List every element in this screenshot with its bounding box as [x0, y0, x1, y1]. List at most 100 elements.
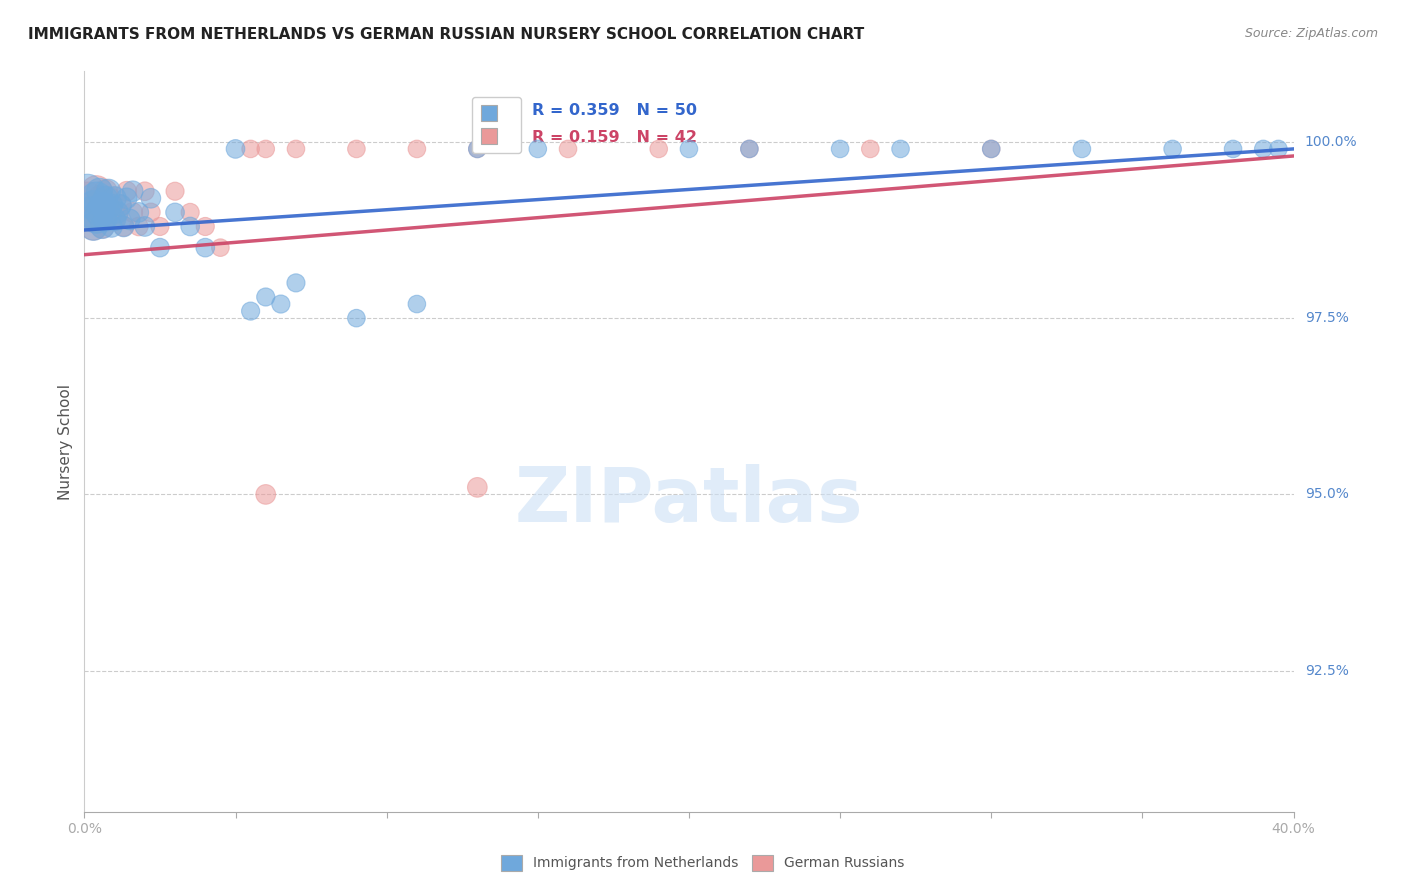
- Point: [91, 198, 114, 212]
- Point: [91, 219, 114, 234]
- Text: Source: ZipAtlas.com: Source: ZipAtlas.com: [1244, 27, 1378, 40]
- Point: [104, 212, 127, 227]
- Point: [225, 142, 247, 156]
- Point: [859, 142, 882, 156]
- Text: R = 0.359   N = 50: R = 0.359 N = 50: [531, 103, 697, 118]
- Point: [648, 142, 671, 156]
- Point: [980, 142, 1002, 156]
- Point: [738, 142, 761, 156]
- Point: [82, 198, 104, 212]
- Point: [239, 304, 262, 318]
- Point: [121, 184, 143, 198]
- Point: [179, 205, 201, 219]
- Point: [254, 142, 277, 156]
- Point: [100, 198, 122, 212]
- Point: [406, 142, 429, 156]
- Point: [270, 297, 292, 311]
- Point: [346, 142, 368, 156]
- Point: [91, 198, 114, 212]
- Text: IMMIGRANTS FROM NETHERLANDS VS GERMAN RUSSIAN NURSERY SCHOOL CORRELATION CHART: IMMIGRANTS FROM NETHERLANDS VS GERMAN RU…: [28, 27, 865, 42]
- Point: [110, 198, 132, 212]
- Point: [467, 142, 489, 156]
- Point: [165, 205, 187, 219]
- Point: [467, 142, 489, 156]
- Point: [254, 487, 277, 501]
- Point: [1161, 142, 1184, 156]
- Point: [738, 142, 761, 156]
- Point: [285, 276, 308, 290]
- Point: [107, 205, 129, 219]
- Point: [89, 205, 111, 219]
- Point: [89, 184, 111, 198]
- Point: [346, 311, 368, 326]
- Point: [1222, 142, 1244, 156]
- Point: [104, 212, 127, 227]
- Point: [118, 212, 141, 227]
- Point: [527, 142, 550, 156]
- Point: [557, 142, 579, 156]
- Point: [97, 205, 120, 219]
- Text: 97.5%: 97.5%: [1305, 311, 1348, 326]
- Point: [194, 219, 217, 234]
- Point: [128, 205, 150, 219]
- Point: [194, 241, 217, 255]
- Point: [82, 198, 104, 212]
- Point: [86, 191, 108, 205]
- Point: [128, 219, 150, 234]
- Point: [110, 198, 132, 212]
- Point: [678, 142, 700, 156]
- Point: [86, 184, 108, 198]
- Point: [112, 219, 135, 234]
- Point: [86, 212, 108, 227]
- Point: [94, 191, 117, 205]
- Point: [97, 184, 120, 198]
- Legend: Immigrants from Netherlands, German Russians: Immigrants from Netherlands, German Russ…: [496, 849, 910, 876]
- Point: [79, 205, 101, 219]
- Point: [79, 205, 101, 219]
- Point: [86, 212, 108, 227]
- Point: [406, 297, 429, 311]
- Text: 95.0%: 95.0%: [1305, 487, 1348, 501]
- Point: [112, 219, 135, 234]
- Point: [239, 142, 262, 156]
- Point: [115, 191, 138, 205]
- Point: [149, 219, 172, 234]
- Point: [97, 191, 120, 205]
- Text: 100.0%: 100.0%: [1305, 135, 1357, 149]
- Point: [980, 142, 1002, 156]
- Point: [890, 142, 912, 156]
- Text: R = 0.159   N = 42: R = 0.159 N = 42: [531, 130, 697, 145]
- Point: [100, 219, 122, 234]
- Point: [467, 480, 489, 494]
- Y-axis label: Nursery School: Nursery School: [58, 384, 73, 500]
- Point: [107, 205, 129, 219]
- Point: [179, 219, 201, 234]
- Point: [830, 142, 852, 156]
- Point: [121, 205, 143, 219]
- Point: [76, 184, 98, 198]
- Point: [254, 290, 277, 304]
- Text: ZIPatlas: ZIPatlas: [515, 464, 863, 538]
- Point: [104, 191, 127, 205]
- Point: [149, 241, 172, 255]
- Point: [165, 184, 187, 198]
- Point: [115, 184, 138, 198]
- Point: [139, 205, 162, 219]
- Point: [209, 241, 232, 255]
- Point: [1253, 142, 1275, 156]
- Point: [94, 212, 117, 227]
- Point: [134, 184, 156, 198]
- Point: [134, 219, 156, 234]
- Point: [89, 205, 111, 219]
- Point: [89, 191, 111, 205]
- Point: [91, 219, 114, 234]
- Point: [82, 219, 104, 234]
- Point: [1071, 142, 1094, 156]
- Point: [76, 191, 98, 205]
- Point: [139, 191, 162, 205]
- Point: [82, 219, 104, 234]
- Point: [94, 212, 117, 227]
- Legend:  ,  : ,: [472, 97, 522, 153]
- Point: [97, 205, 120, 219]
- Point: [1267, 142, 1289, 156]
